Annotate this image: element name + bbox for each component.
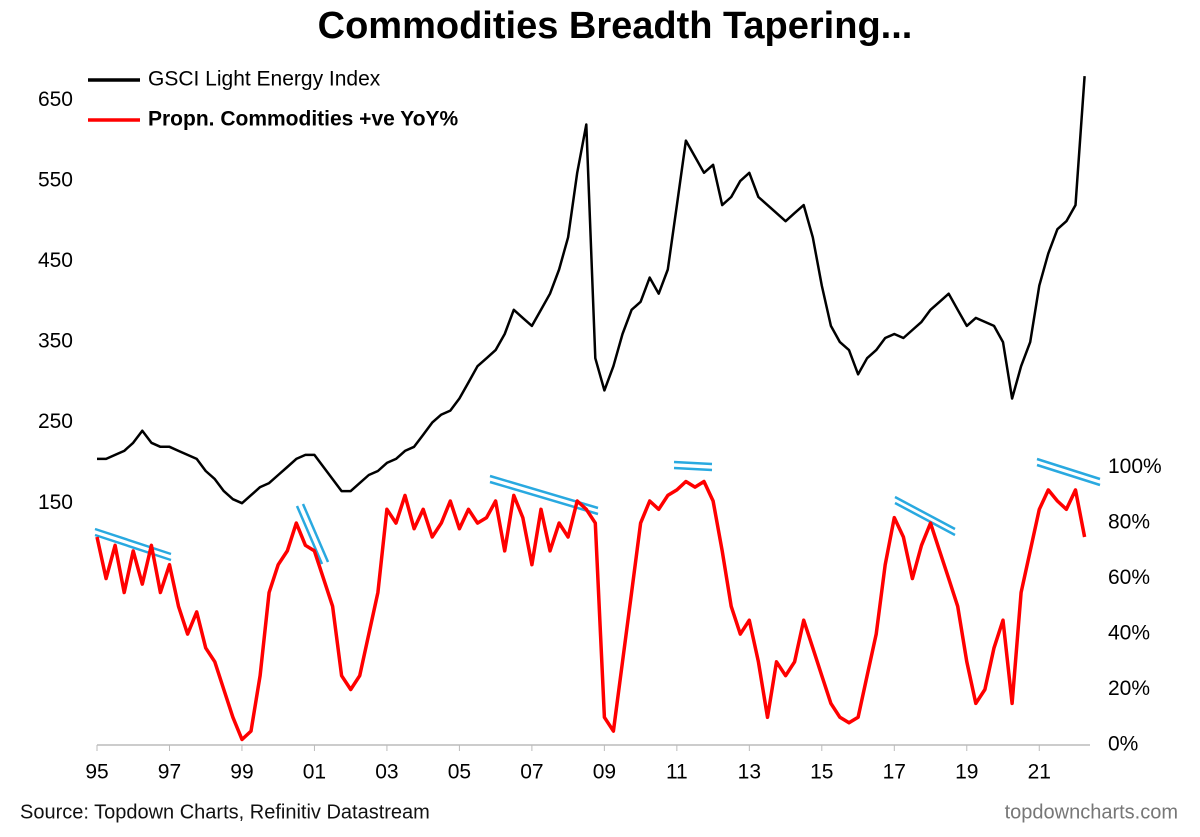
chart-title: Commodities Breadth Tapering...	[318, 5, 913, 47]
legend-label: GSCI Light Energy Index	[148, 68, 381, 91]
series-line	[97, 76, 1086, 505]
y-tick-label: 550	[38, 168, 73, 191]
y-tick-label: 250	[38, 410, 73, 433]
x-tick-label: 97	[158, 761, 181, 784]
y-tick-label: 650	[38, 88, 73, 111]
x-tick-label: 01	[303, 761, 326, 784]
legend-label: Propn. Commodities +ve YoY%	[148, 108, 459, 131]
y-tick-label: 150	[38, 491, 73, 514]
y2-tick-label: 80%	[1108, 511, 1150, 534]
y2-tick-label: 20%	[1108, 677, 1150, 700]
y2-tick-label: 60%	[1108, 566, 1150, 589]
trend-annotations	[94, 457, 1101, 565]
x-tick-label: 05	[448, 761, 471, 784]
x-tick-label: 95	[85, 761, 108, 784]
y2-tick-label: 40%	[1108, 622, 1150, 645]
x-tick-label: 13	[738, 761, 761, 784]
source: Source: Topdown Charts, Refinitiv Datast…	[20, 801, 430, 823]
x-tick-label: 99	[230, 761, 253, 784]
x-tick-label: 15	[810, 761, 833, 784]
x-tick-label: 09	[593, 761, 616, 784]
x-tick-label: 03	[375, 761, 398, 784]
y-tick-label: 350	[38, 330, 73, 353]
x-tick-label: 07	[520, 761, 543, 784]
y2-tick-label: 100%	[1108, 455, 1162, 478]
x-tick-label: 11	[666, 761, 688, 784]
series-line	[95, 479, 1087, 742]
y-tick-label: 450	[38, 249, 73, 272]
watermark: topdowncharts.com	[1005, 801, 1178, 823]
x-tick-label: 21	[1028, 761, 1051, 784]
y2-tick-label: 0%	[1108, 733, 1138, 756]
x-tick-label: 17	[883, 761, 906, 784]
x-tick-label: 19	[955, 761, 978, 784]
